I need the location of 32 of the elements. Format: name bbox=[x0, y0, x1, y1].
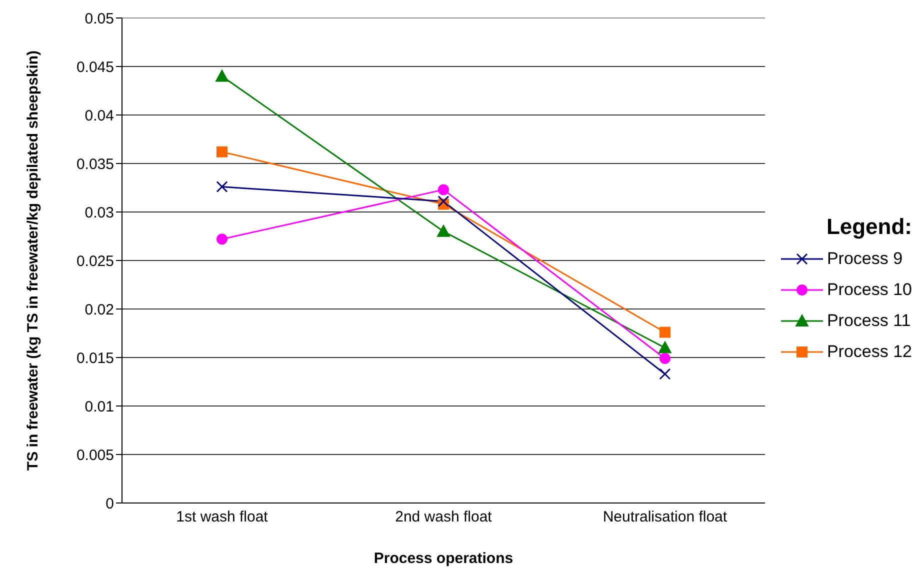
y-tick-label: 0.015 bbox=[76, 350, 114, 367]
x-axis-title: Process operations bbox=[374, 550, 514, 567]
point bbox=[216, 70, 228, 82]
point bbox=[659, 368, 671, 380]
y-tick-label: 0.035 bbox=[76, 156, 114, 173]
x-tick-label: Neutralisation float bbox=[602, 508, 728, 526]
legend-label: Process 10 bbox=[826, 280, 912, 300]
point bbox=[216, 234, 228, 245]
legend-label: Process 12 bbox=[826, 342, 912, 362]
y-tick-label: 0.02 bbox=[84, 301, 114, 318]
y-axis-title: TS in freewater (kg TS in freewater/kg depilated sheepskin) bbox=[24, 50, 42, 471]
y-tick-label: 0.05 bbox=[84, 10, 114, 28]
x-tick-label: 1st wash float bbox=[176, 508, 269, 526]
legend-label: Process 9 bbox=[826, 249, 903, 269]
legend-label: Process 11 bbox=[826, 311, 911, 331]
y-tick-label: 0 bbox=[106, 495, 114, 512]
point bbox=[659, 352, 670, 364]
y-tick-label: 0.03 bbox=[84, 204, 114, 222]
y-tick-label: 0.025 bbox=[76, 252, 114, 270]
y-tick-label: 0.01 bbox=[84, 398, 114, 416]
x-tick-label: 2nd wash float bbox=[395, 508, 493, 526]
point bbox=[438, 196, 450, 208]
y-tick-label: 0.005 bbox=[76, 446, 114, 464]
point bbox=[216, 146, 228, 158]
point bbox=[438, 184, 449, 196]
y-tick-label: 0.04 bbox=[84, 107, 114, 124]
point bbox=[436, 224, 450, 237]
point bbox=[658, 341, 672, 354]
point bbox=[659, 326, 670, 338]
y-tick-label: 0.045 bbox=[76, 58, 114, 76]
legend-title: Legend: bbox=[825, 214, 912, 240]
point bbox=[216, 181, 228, 193]
